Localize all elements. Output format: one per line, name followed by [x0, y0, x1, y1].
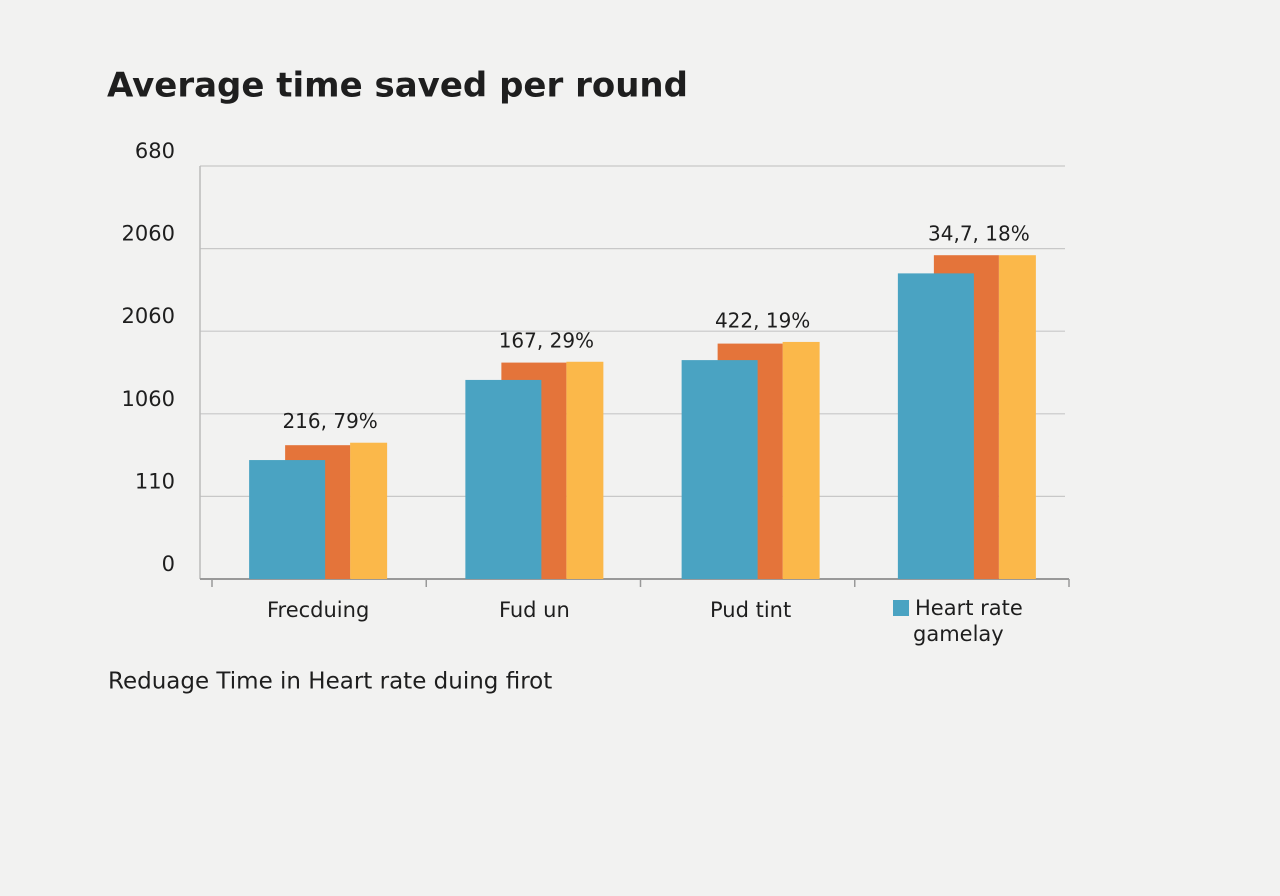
x-tick-label: Pud tint — [710, 598, 791, 622]
y-tick-label: 1060 — [122, 387, 175, 411]
chart-title: Average time saved per round — [107, 66, 688, 106]
group-label: 34,7, 18% — [928, 222, 1030, 246]
bar — [249, 460, 326, 579]
group-label: 216, 79% — [282, 409, 377, 433]
bar — [465, 379, 542, 579]
x-tick-label: Fud un — [499, 598, 570, 622]
bar — [782, 341, 820, 579]
legend-label: Heart rate gamelay — [913, 596, 1029, 646]
y-tick-label: 2060 — [122, 222, 175, 246]
caption: Reduage Time in Heart rate duing firot — [108, 669, 552, 695]
legend-swatch — [893, 600, 909, 616]
bar — [350, 442, 388, 579]
y-tick-label: 110 — [135, 469, 175, 493]
y-tick-label: 680 — [135, 139, 175, 163]
bar — [566, 361, 604, 579]
bar — [897, 273, 974, 579]
y-tick-label: 2060 — [122, 304, 175, 328]
y-tick-label: 0 — [162, 552, 175, 576]
bar — [998, 255, 1036, 579]
group-label: 422, 19% — [715, 308, 810, 332]
x-tick-label: Frecduing — [267, 598, 369, 622]
group-label: 167, 29% — [499, 328, 594, 352]
bar — [681, 360, 758, 579]
